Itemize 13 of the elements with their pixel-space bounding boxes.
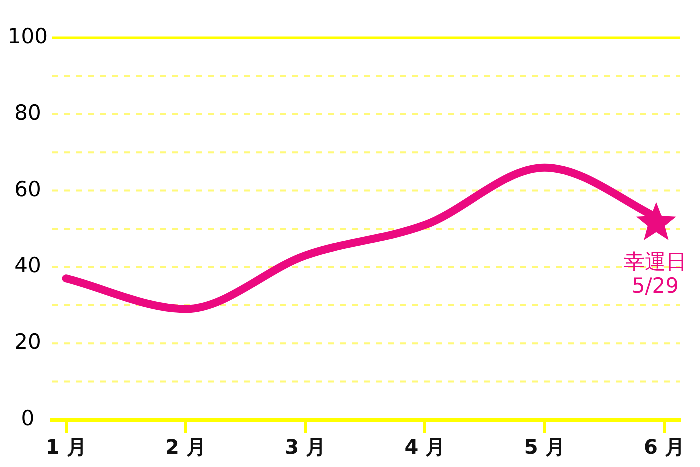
annotation: 幸運日 5/29 (624, 250, 687, 298)
y-tick-label: 100 (8, 24, 48, 48)
y-tick-label: 20 (14, 330, 42, 354)
x-tick-label: 1 月 (46, 435, 87, 460)
y-tick-label: 60 (14, 177, 42, 202)
x-tick-label: 6 月 (644, 435, 685, 460)
y-tick-label: 0 (21, 406, 35, 430)
x-tick-label: 4 月 (404, 435, 446, 460)
x-tick-label: 2 月 (166, 435, 206, 460)
x-tick-label: 5 月 (524, 435, 566, 460)
y-tick-label: 40 (14, 254, 42, 278)
x-tick-label: 3 月 (285, 435, 326, 460)
y-tick-label: 80 (14, 100, 42, 125)
